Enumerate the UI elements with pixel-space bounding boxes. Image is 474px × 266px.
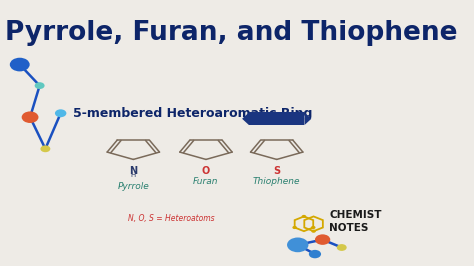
- Circle shape: [22, 111, 38, 123]
- Circle shape: [10, 58, 30, 71]
- Circle shape: [287, 238, 309, 252]
- Text: N, O, S = Heteroatoms: N, O, S = Heteroatoms: [128, 214, 214, 223]
- Text: Furan: Furan: [193, 177, 219, 186]
- Circle shape: [315, 234, 330, 245]
- Circle shape: [311, 226, 316, 229]
- Circle shape: [309, 250, 321, 258]
- Polygon shape: [242, 113, 249, 125]
- Circle shape: [337, 244, 346, 251]
- Text: H: H: [131, 172, 136, 178]
- Circle shape: [35, 82, 45, 89]
- Text: Pyrrole: Pyrrole: [118, 182, 149, 191]
- Text: N: N: [129, 166, 137, 176]
- Text: Thiophene: Thiophene: [253, 177, 301, 186]
- Circle shape: [292, 226, 297, 229]
- Text: 5-membered Heteroaromatic Ring: 5-membered Heteroaromatic Ring: [73, 107, 312, 120]
- Circle shape: [40, 146, 50, 152]
- Text: O: O: [202, 166, 210, 176]
- Polygon shape: [304, 113, 311, 125]
- Polygon shape: [249, 113, 304, 125]
- Circle shape: [301, 215, 306, 218]
- Text: S: S: [273, 166, 280, 176]
- Circle shape: [311, 230, 316, 233]
- Text: NOTES: NOTES: [329, 223, 368, 233]
- Text: Pyrrole, Furan, and Thiophene: Pyrrole, Furan, and Thiophene: [5, 20, 458, 46]
- Circle shape: [55, 109, 66, 117]
- Text: CHEMIST: CHEMIST: [329, 210, 382, 221]
